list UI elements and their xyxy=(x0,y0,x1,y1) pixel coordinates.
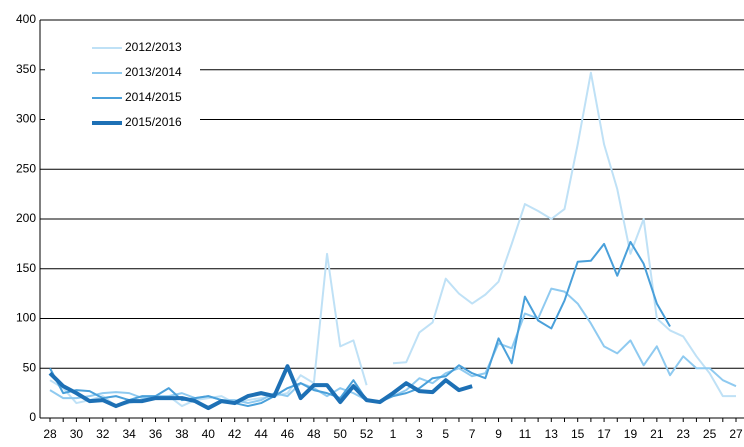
x-tick-label: 21 xyxy=(650,427,664,441)
y-tick-label: 200 xyxy=(16,211,36,225)
y-tick-label: 300 xyxy=(16,112,36,126)
series-line xyxy=(49,240,671,408)
x-tick-label: 25 xyxy=(703,427,717,441)
x-tick-label: 19 xyxy=(624,427,638,441)
x-tick-label: 52 xyxy=(360,427,374,441)
x-tick-label: 50 xyxy=(334,427,348,441)
y-tick-label: 350 xyxy=(16,62,36,76)
x-tick-label: 5 xyxy=(442,427,449,441)
legend-label: 2014/2015 xyxy=(125,90,182,104)
x-tick-label: 32 xyxy=(96,427,110,441)
x-tick-label: 44 xyxy=(254,427,268,441)
x-tick-label: 13 xyxy=(545,427,559,441)
x-tick-label: 30 xyxy=(70,427,84,441)
legend-label: 2015/2016 xyxy=(125,115,182,129)
x-tick-label: 9 xyxy=(495,427,502,441)
y-tick-label: 250 xyxy=(16,161,36,175)
x-tick-label: 23 xyxy=(677,427,691,441)
y-tick-label: 400 xyxy=(16,12,36,26)
legend-label: 2013/2014 xyxy=(125,65,182,79)
x-tick-label: 34 xyxy=(122,427,136,441)
x-tick-label: 17 xyxy=(597,427,611,441)
y-tick-label: 50 xyxy=(23,360,37,374)
x-tick-label: 11 xyxy=(519,427,532,441)
series-line xyxy=(48,364,473,411)
x-tick-label: 42 xyxy=(228,427,242,441)
series-line xyxy=(49,287,737,405)
legend-label: 2012/2013 xyxy=(125,40,182,54)
x-tick-label: 28 xyxy=(43,427,57,441)
x-tick-label: 7 xyxy=(469,427,476,441)
y-tick-label: 100 xyxy=(16,311,36,325)
x-tick-label: 38 xyxy=(175,427,189,441)
x-tick-label: 36 xyxy=(149,427,163,441)
x-tick-label: 15 xyxy=(571,427,585,441)
x-tick-label: 27 xyxy=(729,427,743,441)
x-tick-label: 48 xyxy=(307,427,321,441)
x-tick-label: 40 xyxy=(202,427,216,441)
legend-box xyxy=(45,35,200,135)
x-tick-label: 1 xyxy=(390,427,397,441)
x-tick-label: 46 xyxy=(281,427,295,441)
y-tick-label: 150 xyxy=(16,261,36,275)
x-tick-label: 3 xyxy=(416,427,423,441)
y-tick-label: 0 xyxy=(29,410,36,424)
